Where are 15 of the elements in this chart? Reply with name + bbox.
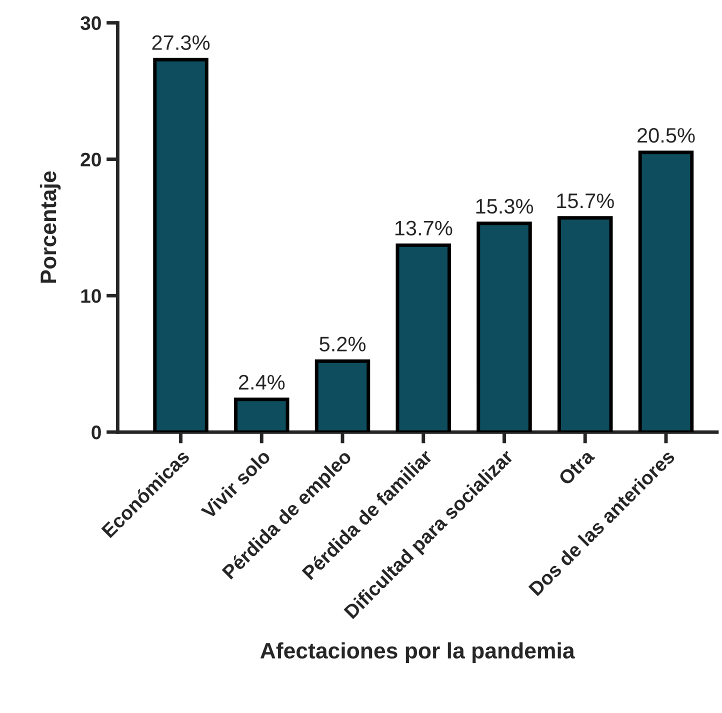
y-tick-label: 0	[92, 426, 101, 440]
data-label: 5.2%	[320, 336, 366, 352]
x-tick-label: Vivir solo	[200, 448, 272, 520]
data-label: 20.5%	[638, 128, 695, 143]
y-tick-label: 20	[80, 152, 101, 166]
data-label: 15.7%	[557, 194, 614, 208]
x-tick-label: Otra	[558, 448, 596, 486]
data-label: 2.4%	[238, 374, 285, 390]
x-axis-title: Afectaciones por la pandemia	[260, 642, 575, 664]
y-axis-title: Porcentaje	[40, 171, 61, 283]
data-label: 13.7%	[395, 220, 452, 236]
y-tick-label: 30	[80, 16, 101, 30]
y-tick-label: 10	[81, 289, 101, 303]
data-label: 15.3%	[476, 198, 534, 214]
data-label: 27.3%	[152, 35, 210, 50]
